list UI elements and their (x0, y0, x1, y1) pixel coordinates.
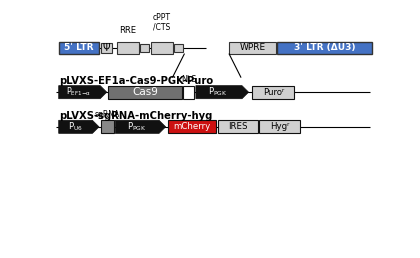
Text: NLS: NLS (181, 75, 197, 84)
Text: 5ʹ LTR: 5ʹ LTR (64, 43, 94, 52)
Text: $\mathregular{P_{PGK}}$: $\mathregular{P_{PGK}}$ (208, 86, 228, 98)
Bar (218, 120, 258, 133)
Bar (184, 86, 194, 99)
Bar (151, 42, 173, 54)
Bar (100, 120, 114, 133)
Text: $\mathregular{P_{EF1\mathregular{-}\alpha}}$: $\mathregular{P_{EF1\mathregular{-}\alph… (66, 86, 92, 98)
Text: Hygʳ: Hygʳ (270, 122, 289, 131)
Polygon shape (196, 86, 249, 99)
Bar (168, 120, 216, 133)
Text: cPPT
/CTS: cPPT /CTS (153, 13, 171, 32)
Text: 3ʹ LTR (ΔU3): 3ʹ LTR (ΔU3) (294, 43, 355, 52)
Text: pLVXS-sgRNA-mCherry-hyg: pLVXS-sgRNA-mCherry-hyg (59, 111, 212, 121)
Bar (108, 86, 182, 99)
Text: WPRE: WPRE (239, 43, 265, 52)
Text: IRES: IRES (228, 122, 247, 131)
Bar (117, 42, 139, 54)
Text: Puroʳ: Puroʳ (263, 88, 284, 97)
Bar (59, 42, 99, 54)
Bar (174, 44, 183, 52)
Text: Ψ: Ψ (103, 43, 110, 53)
Bar (277, 42, 372, 54)
Text: pLVXS-EF1a-Cas9-PGK-Puro: pLVXS-EF1a-Cas9-PGK-Puro (59, 76, 213, 86)
Bar (229, 42, 276, 54)
Text: sgRNA: sgRNA (94, 110, 120, 119)
Text: $\mathregular{P_{U6}}$: $\mathregular{P_{U6}}$ (68, 120, 83, 133)
Text: $\mathregular{P_{PGK}}$: $\mathregular{P_{PGK}}$ (127, 120, 146, 133)
Polygon shape (115, 120, 165, 133)
Text: RRE: RRE (119, 26, 136, 35)
Text: mCherry: mCherry (173, 122, 210, 131)
Polygon shape (59, 120, 99, 133)
Bar (260, 120, 300, 133)
Bar (101, 43, 112, 53)
Bar (140, 44, 149, 52)
Text: Cas9: Cas9 (132, 87, 158, 97)
Bar (252, 86, 294, 99)
Polygon shape (59, 86, 107, 99)
